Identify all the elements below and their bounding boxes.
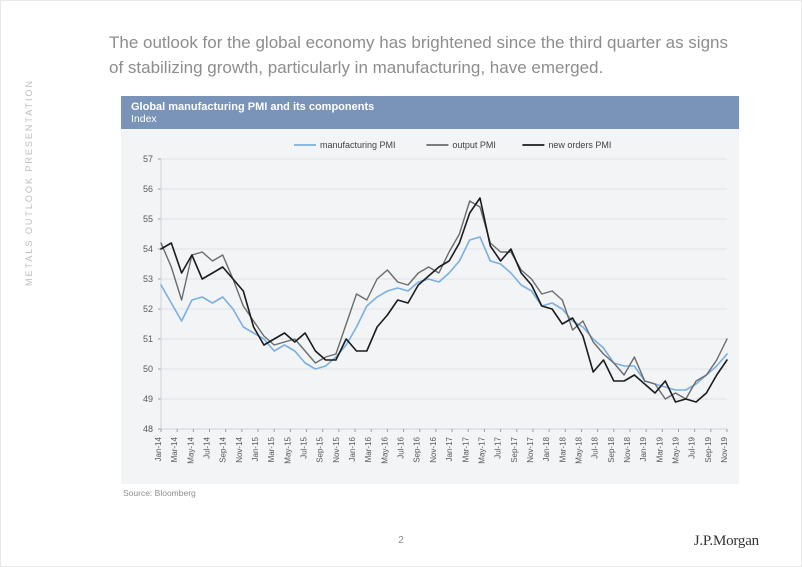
svg-text:50: 50 bbox=[143, 364, 153, 374]
svg-text:Nov-14: Nov-14 bbox=[235, 436, 244, 462]
svg-text:Nov-15: Nov-15 bbox=[332, 436, 341, 462]
svg-text:Nov-17: Nov-17 bbox=[526, 436, 535, 462]
svg-text:57: 57 bbox=[143, 154, 153, 164]
svg-text:Jul-18: Jul-18 bbox=[591, 436, 600, 458]
svg-text:54: 54 bbox=[143, 244, 153, 254]
chart-title-bar: Global manufacturing PMI and its compone… bbox=[121, 96, 739, 129]
svg-text:Jul-17: Jul-17 bbox=[494, 436, 503, 458]
svg-text:Mar-14: Mar-14 bbox=[170, 436, 179, 462]
chart-plot-area: 48 49 50 51 52 53 54 55 56 57 Jan-14 Mar-14 May-14 Ju… bbox=[121, 129, 739, 484]
svg-text:Mar-18: Mar-18 bbox=[558, 436, 567, 462]
brand-logo: J.P.Morgan bbox=[694, 533, 759, 550]
page-number: 2 bbox=[398, 535, 404, 546]
svg-text:output PMI: output PMI bbox=[452, 140, 496, 150]
svg-text:May-14: May-14 bbox=[186, 436, 195, 463]
svg-text:55: 55 bbox=[143, 214, 153, 224]
svg-text:48: 48 bbox=[143, 424, 153, 434]
svg-text:May-15: May-15 bbox=[283, 436, 292, 463]
svg-text:May-17: May-17 bbox=[477, 436, 486, 463]
chart-source: Source: Bloomberg bbox=[121, 488, 739, 498]
svg-text:Jul-19: Jul-19 bbox=[688, 436, 697, 458]
svg-text:53: 53 bbox=[143, 274, 153, 284]
svg-text:Sep-15: Sep-15 bbox=[316, 436, 325, 462]
svg-text:Jan-15: Jan-15 bbox=[251, 436, 260, 461]
svg-text:Mar-15: Mar-15 bbox=[267, 436, 276, 462]
svg-text:Sep-17: Sep-17 bbox=[510, 436, 519, 462]
chart-svg: 48 49 50 51 52 53 54 55 56 57 Jan-14 Mar-14 May-14 Ju… bbox=[121, 129, 739, 479]
svg-text:Jul-16: Jul-16 bbox=[397, 436, 406, 458]
chart-title: Global manufacturing PMI and its compone… bbox=[131, 101, 729, 113]
chart-subtitle: Index bbox=[131, 113, 729, 125]
svg-text:Jan-14: Jan-14 bbox=[154, 436, 163, 461]
svg-text:Mar-19: Mar-19 bbox=[655, 436, 664, 462]
svg-text:new orders PMI: new orders PMI bbox=[548, 140, 611, 150]
svg-text:Nov-19: Nov-19 bbox=[720, 436, 729, 462]
chart-container: Global manufacturing PMI and its compone… bbox=[121, 96, 739, 498]
svg-text:Jul-15: Jul-15 bbox=[300, 436, 309, 458]
svg-text:Jan-18: Jan-18 bbox=[542, 436, 551, 461]
svg-text:Jan-19: Jan-19 bbox=[639, 436, 648, 461]
sidebar-presentation-label: METALS OUTLOOK PRESENTATION bbox=[24, 79, 34, 286]
svg-text:Sep-19: Sep-19 bbox=[704, 436, 713, 462]
svg-text:51: 51 bbox=[143, 334, 153, 344]
svg-text:Sep-16: Sep-16 bbox=[413, 436, 422, 462]
svg-text:May-19: May-19 bbox=[671, 436, 680, 463]
svg-text:Nov-18: Nov-18 bbox=[623, 436, 632, 462]
svg-text:52: 52 bbox=[143, 304, 153, 314]
svg-text:Mar-17: Mar-17 bbox=[461, 436, 470, 462]
svg-text:Jan-17: Jan-17 bbox=[445, 436, 454, 461]
svg-text:Sep-18: Sep-18 bbox=[607, 436, 616, 462]
svg-text:56: 56 bbox=[143, 184, 153, 194]
svg-text:May-16: May-16 bbox=[380, 436, 389, 463]
svg-text:Sep-14: Sep-14 bbox=[219, 436, 228, 462]
slide-headline: The outlook for the global economy has b… bbox=[109, 31, 729, 80]
svg-text:May-18: May-18 bbox=[574, 436, 583, 463]
svg-text:Jan-16: Jan-16 bbox=[348, 436, 357, 461]
svg-text:Jul-14: Jul-14 bbox=[203, 436, 212, 458]
svg-text:Mar-16: Mar-16 bbox=[364, 436, 373, 462]
svg-text:Nov-16: Nov-16 bbox=[429, 436, 438, 462]
svg-text:49: 49 bbox=[143, 394, 153, 404]
svg-text:manufacturing PMI: manufacturing PMI bbox=[320, 140, 396, 150]
